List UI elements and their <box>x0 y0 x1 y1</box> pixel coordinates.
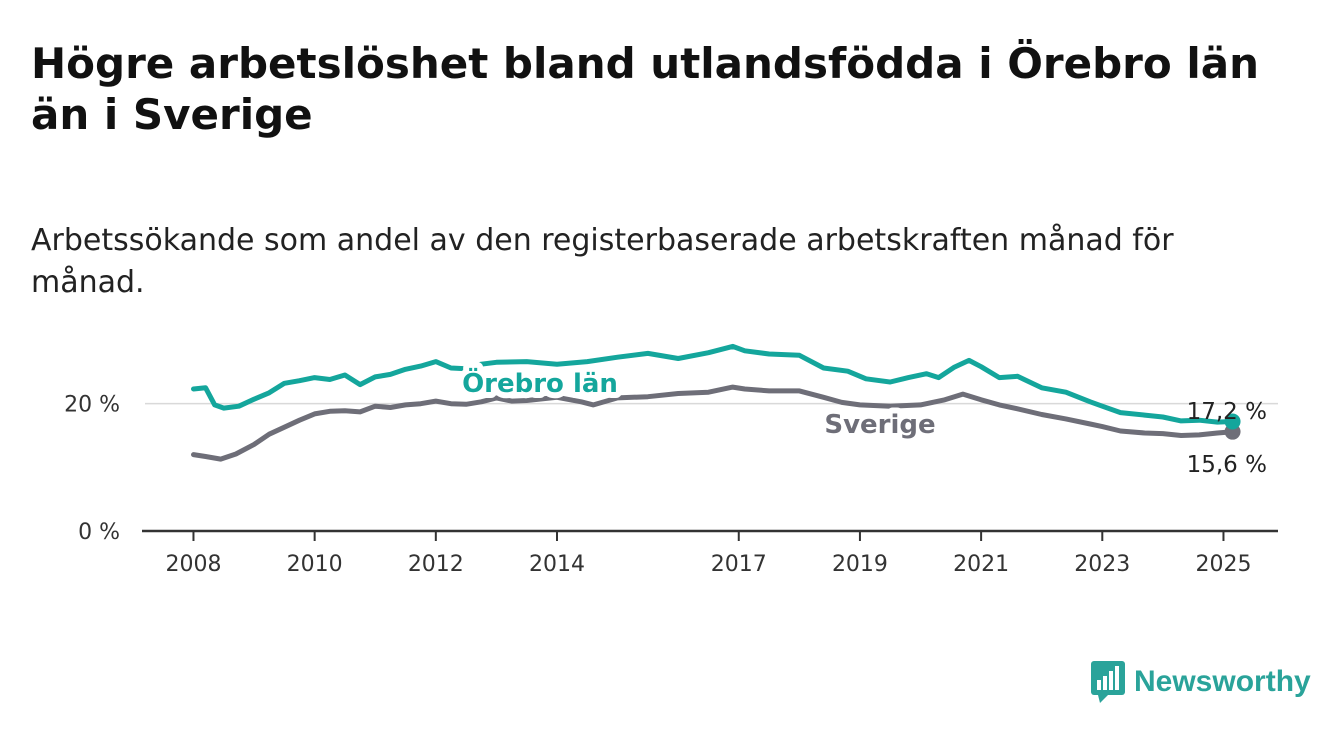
x-tick-label: 2019 <box>832 552 888 577</box>
x-tick-label: 2021 <box>953 552 1009 577</box>
x-tick-label: 2008 <box>165 552 221 577</box>
line-chart: 0 % 20 % 2008 2010 2012 2014 2017 2019 2021 2023 2… <box>64 343 1278 577</box>
series-end-point <box>1224 413 1241 430</box>
chart-title: Högre arbetslöshet bland utlandsfödda i … <box>31 39 1260 139</box>
end-label-sverige: 15,6 % <box>1187 452 1267 478</box>
x-tick-label: 2025 <box>1195 552 1251 577</box>
end-label-orebro: 17,2 % <box>1187 399 1267 425</box>
x-tick-label: 2010 <box>287 552 343 577</box>
y-tick-label: 20 % <box>64 393 120 418</box>
series-line-sverige <box>191 384 1236 462</box>
x-tick-label: 2023 <box>1074 552 1130 577</box>
bar-chart-speech-icon <box>1091 661 1125 703</box>
series-label-sverige: Sverige <box>824 410 935 440</box>
x-tick-label: 2012 <box>408 552 464 577</box>
series-label-orebro: Örebro län <box>462 366 618 399</box>
x-tick-label: 2017 <box>711 552 767 577</box>
series-layer <box>191 343 1241 462</box>
brand-name: Newsworthy <box>1134 665 1311 698</box>
newsworthy-brand: Newsworthy <box>1090 660 1311 704</box>
series-line-orebro <box>191 343 1236 425</box>
y-tick-label: 0 % <box>78 520 120 545</box>
x-tick-label: 2014 <box>529 552 585 577</box>
chart-subtitle: Arbetssökande som andel av den registerb… <box>31 223 1174 300</box>
series-label-sverige-halo: Sverige <box>824 410 935 440</box>
axis-layer: 0 % 20 % 2008 2010 2012 2014 2017 2019 2021 2023 2… <box>64 393 1278 577</box>
